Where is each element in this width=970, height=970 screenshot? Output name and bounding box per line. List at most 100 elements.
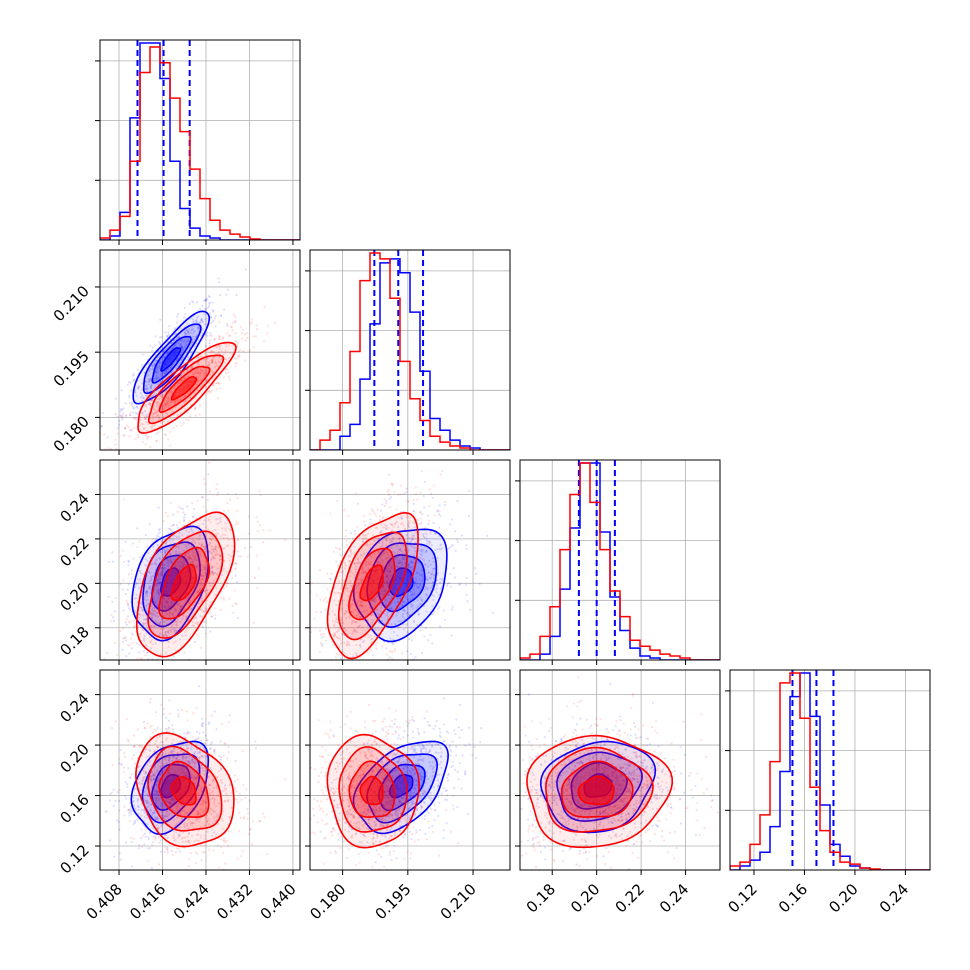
scatter-point bbox=[252, 345, 256, 349]
scatter-point bbox=[209, 573, 212, 576]
scatter-point bbox=[159, 574, 162, 577]
scatter-point bbox=[130, 428, 133, 431]
scatter-point bbox=[377, 621, 381, 624]
scatter-point bbox=[416, 585, 419, 588]
scatter-point bbox=[215, 572, 218, 575]
scatter-point bbox=[235, 357, 238, 360]
scatter-point bbox=[179, 399, 182, 402]
scatter-point bbox=[151, 562, 154, 565]
scatter-point bbox=[394, 647, 397, 651]
scatter-point bbox=[134, 411, 137, 414]
scatter-point bbox=[199, 584, 202, 587]
scatter-point bbox=[409, 661, 411, 663]
scatter-point bbox=[172, 750, 175, 753]
scatter-point bbox=[185, 732, 188, 736]
scatter-point bbox=[409, 594, 413, 597]
scatter-point bbox=[407, 521, 411, 525]
scatter-point bbox=[161, 570, 164, 574]
scatter-point bbox=[166, 549, 169, 553]
scatter-point bbox=[196, 388, 199, 392]
scatter-point bbox=[401, 557, 405, 561]
scatter-point bbox=[131, 401, 134, 404]
scatter-point bbox=[250, 321, 253, 324]
scatter-point bbox=[184, 312, 187, 316]
scatter-point bbox=[151, 346, 154, 349]
scatter-point bbox=[150, 867, 153, 870]
scatter-point bbox=[387, 556, 390, 559]
scatter-point bbox=[106, 651, 109, 654]
scatter-point bbox=[163, 605, 166, 609]
scatter-point bbox=[167, 605, 171, 608]
scatter-point bbox=[181, 758, 185, 761]
scatter-point bbox=[125, 797, 128, 800]
scatter-point bbox=[197, 328, 201, 331]
scatter-point bbox=[201, 577, 204, 580]
scatter-point bbox=[129, 810, 132, 813]
scatter-point bbox=[150, 383, 153, 386]
scatter-point bbox=[212, 566, 215, 569]
scatter-point bbox=[398, 537, 401, 540]
scatter-point bbox=[155, 374, 158, 378]
scatter-point bbox=[121, 418, 124, 421]
scatter-point bbox=[100, 424, 103, 428]
scatter-point bbox=[430, 572, 433, 576]
scatter-point bbox=[237, 555, 240, 558]
scatter-point bbox=[159, 361, 162, 364]
scatter-point bbox=[223, 376, 226, 379]
scatter-point bbox=[168, 801, 172, 804]
scatter-point bbox=[372, 534, 375, 537]
scatter-point bbox=[425, 539, 429, 542]
scatter-point bbox=[178, 834, 181, 838]
scatter-point bbox=[356, 600, 360, 603]
scatter-point bbox=[196, 548, 199, 551]
scatter-point bbox=[158, 582, 161, 586]
scatter-point bbox=[145, 429, 149, 432]
scatter-point bbox=[363, 534, 367, 538]
scatter-point bbox=[122, 412, 125, 415]
scatter-point bbox=[230, 326, 234, 329]
scatter-point bbox=[144, 443, 147, 446]
scatter-point bbox=[188, 396, 192, 399]
scatter-point bbox=[168, 349, 171, 352]
scatter-point bbox=[124, 592, 128, 596]
scatter-point bbox=[154, 562, 157, 565]
scatter-point bbox=[214, 545, 217, 549]
scatter-point bbox=[219, 596, 222, 599]
scatter-point bbox=[380, 604, 383, 607]
scatter-point bbox=[131, 641, 134, 645]
scatter-point bbox=[399, 559, 402, 563]
scatter-point bbox=[219, 608, 222, 612]
scatter-point bbox=[337, 626, 340, 629]
scatter-point bbox=[108, 560, 111, 563]
scatter-point bbox=[155, 558, 158, 562]
scatter-point bbox=[206, 357, 209, 360]
scatter-point bbox=[160, 604, 164, 608]
scatter-point bbox=[174, 366, 177, 369]
scatter-point bbox=[121, 549, 124, 552]
scatter-point bbox=[138, 782, 141, 785]
scatter-point bbox=[372, 510, 375, 513]
scatter-point bbox=[173, 565, 176, 568]
scatter-point bbox=[117, 423, 121, 426]
scatter-point bbox=[226, 501, 229, 505]
scatter-point bbox=[134, 807, 137, 811]
scatter-point bbox=[362, 605, 365, 608]
scatter-point bbox=[166, 800, 169, 803]
scatter-point bbox=[124, 621, 128, 624]
scatter-point bbox=[421, 569, 424, 572]
scatter-point bbox=[407, 614, 411, 617]
scatter-point bbox=[171, 613, 174, 616]
scatter-point bbox=[361, 537, 365, 540]
scatter-point bbox=[205, 371, 208, 374]
scatter-point bbox=[383, 572, 386, 575]
scatter-point bbox=[186, 368, 189, 372]
scatter-point bbox=[162, 566, 165, 570]
scatter-point bbox=[156, 816, 159, 819]
scatter-point bbox=[175, 620, 179, 623]
scatter-point bbox=[423, 506, 426, 509]
scatter-point bbox=[419, 556, 422, 560]
scatter-point bbox=[149, 402, 152, 405]
scatter-point bbox=[131, 452, 133, 454]
y-tick-label: 0.210 bbox=[50, 282, 93, 325]
scatter-point bbox=[403, 558, 406, 561]
